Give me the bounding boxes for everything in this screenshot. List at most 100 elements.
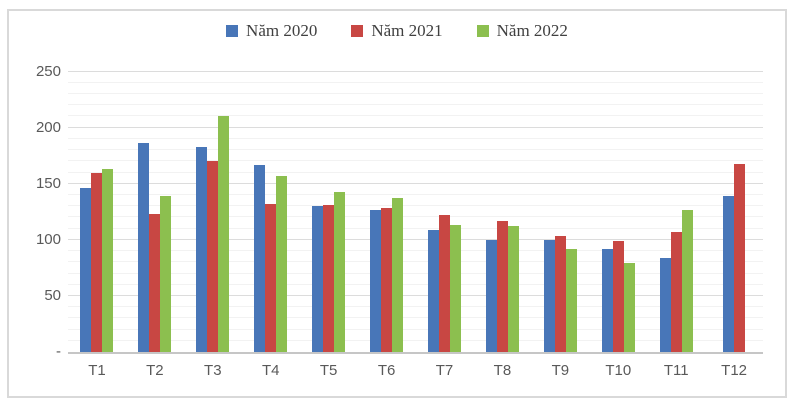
bar-group-T12 [705, 66, 763, 352]
bar-group-T11 [647, 66, 705, 352]
bar-group-T10 [589, 66, 647, 352]
bars-container [68, 66, 763, 352]
bar-T11-năm-2020[interactable] [659, 257, 671, 352]
legend-label-2021: Năm 2021 [371, 21, 443, 40]
bar-T6-năm-2022[interactable] [392, 198, 404, 352]
gridline-40 [68, 306, 763, 308]
gridline-100 [68, 238, 763, 240]
x-tick-label-T6: T6 [377, 362, 396, 379]
bar-T9-năm-2020[interactable] [543, 239, 555, 352]
gridline-80 [68, 261, 763, 263]
bar-group-T7 [416, 66, 474, 352]
bar-T4-năm-2021[interactable] [265, 203, 277, 352]
x-tick-label-T11: T11 [663, 362, 689, 379]
legend-label-2020: Năm 2020 [246, 21, 318, 40]
bar-T11-năm-2021[interactable] [670, 232, 682, 352]
bar-T5-năm-2020[interactable] [312, 206, 324, 352]
gridline-110 [68, 227, 763, 229]
bar-T5-năm-2022[interactable] [334, 191, 346, 352]
legend-label-2022: Năm 2022 [496, 21, 568, 40]
bar-T7-năm-2021[interactable] [438, 215, 450, 352]
x-tick-label-T9: T9 [551, 362, 570, 379]
bar-T2-năm-2020[interactable] [138, 143, 150, 352]
y-axis-labels: - 50 100 150 200 250 [9, 62, 61, 360]
bar-T10-năm-2020[interactable] [601, 248, 613, 352]
gridline-180 [68, 149, 763, 151]
bar-T6-năm-2020[interactable] [370, 209, 382, 352]
x-tick-label-T10: T10 [605, 362, 632, 379]
bar-group-T9 [531, 66, 589, 352]
bar-T8-năm-2022[interactable] [507, 226, 519, 352]
bar-T9-năm-2021[interactable] [554, 236, 566, 352]
bar-T3-năm-2020[interactable] [196, 146, 208, 352]
legend-item-nam-2020[interactable]: Năm 2020 [226, 21, 317, 41]
chart-frame: Năm 2020 Năm 2021 Năm 2022 - 50 100 150 200 2… [7, 9, 787, 398]
legend-item-nam-2021[interactable]: Năm 2021 [351, 21, 443, 41]
bar-group-T8 [473, 66, 531, 352]
bar-group-T5 [300, 66, 358, 352]
bar-group-T4 [242, 66, 300, 352]
bar-group-T2 [126, 66, 184, 352]
bar-T10-năm-2021[interactable] [612, 240, 624, 352]
y-tick-label-100: 100 [35, 230, 61, 248]
x-tick-label-T1: T1 [88, 362, 106, 379]
bar-T4-năm-2022[interactable] [276, 175, 288, 352]
bar-T3-năm-2021[interactable] [207, 161, 219, 352]
bar-group-T6 [358, 66, 416, 352]
bar-T1-năm-2021[interactable] [91, 172, 103, 352]
y-tick-label-0: - [56, 343, 61, 360]
gridline-210 [68, 115, 763, 117]
x-tick-label-T12: T12 [721, 362, 748, 379]
x-tick-label-T4: T4 [261, 362, 280, 379]
x-tick-label-T7: T7 [435, 362, 454, 379]
gridline-160 [68, 171, 763, 173]
x-axis-labels: T1 T2 T3 T4 T5 T6 T7 T8 T9 T10 T11 T12 [68, 360, 763, 379]
gridline-50 [68, 294, 763, 296]
bar-group-T3 [184, 66, 242, 352]
bar-T8-năm-2020[interactable] [485, 239, 497, 352]
bar-T6-năm-2021[interactable] [381, 208, 393, 352]
gridline-90 [68, 250, 763, 252]
bar-T2-năm-2021[interactable] [149, 214, 161, 352]
legend-swatch-2020-icon [226, 25, 239, 37]
x-tick-label-T2: T2 [146, 362, 164, 379]
chart-legend: Năm 2020 Năm 2021 Năm 2022 [9, 21, 785, 41]
gridline-120 [68, 216, 763, 218]
x-tick-label-T3: T3 [204, 362, 222, 379]
gridline-140 [68, 193, 763, 195]
bar-T12-năm-2021[interactable] [734, 163, 746, 352]
bar-T5-năm-2021[interactable] [323, 205, 335, 352]
bar-T8-năm-2021[interactable] [496, 220, 508, 352]
bar-T1-năm-2020[interactable] [80, 188, 92, 352]
plot-area [68, 66, 763, 354]
gridline-60 [68, 283, 763, 285]
legend-item-nam-2022[interactable]: Năm 2022 [476, 21, 568, 41]
gridline-30 [68, 317, 763, 319]
bar-T4-năm-2020[interactable] [254, 164, 266, 352]
bar-T1-năm-2022[interactable] [102, 169, 114, 352]
bar-T2-năm-2022[interactable] [160, 196, 172, 352]
legend-swatch-2022-icon [476, 25, 489, 37]
gridline-240 [68, 81, 763, 83]
gridline-130 [68, 205, 763, 207]
bar-T11-năm-2022[interactable] [681, 209, 693, 352]
gridline-230 [68, 93, 763, 95]
bar-T9-năm-2022[interactable] [565, 248, 577, 352]
bar-T12-năm-2020[interactable] [723, 196, 735, 352]
gridline-20 [68, 328, 763, 330]
bar-T7-năm-2022[interactable] [449, 225, 461, 352]
gridline-70 [68, 272, 763, 274]
gridline-190 [68, 137, 763, 139]
y-tick-label-200: 200 [35, 118, 61, 136]
bar-T10-năm-2022[interactable] [623, 263, 635, 352]
bar-T7-năm-2020[interactable] [427, 229, 439, 352]
gridlines [68, 66, 763, 352]
gridline-200 [68, 126, 763, 128]
bar-T3-năm-2022[interactable] [218, 116, 230, 352]
gridline-170 [68, 160, 763, 162]
gridline-150 [68, 182, 763, 184]
gridline-10 [68, 339, 763, 341]
y-tick-label-250: 250 [35, 62, 61, 80]
gridline-220 [68, 104, 763, 106]
